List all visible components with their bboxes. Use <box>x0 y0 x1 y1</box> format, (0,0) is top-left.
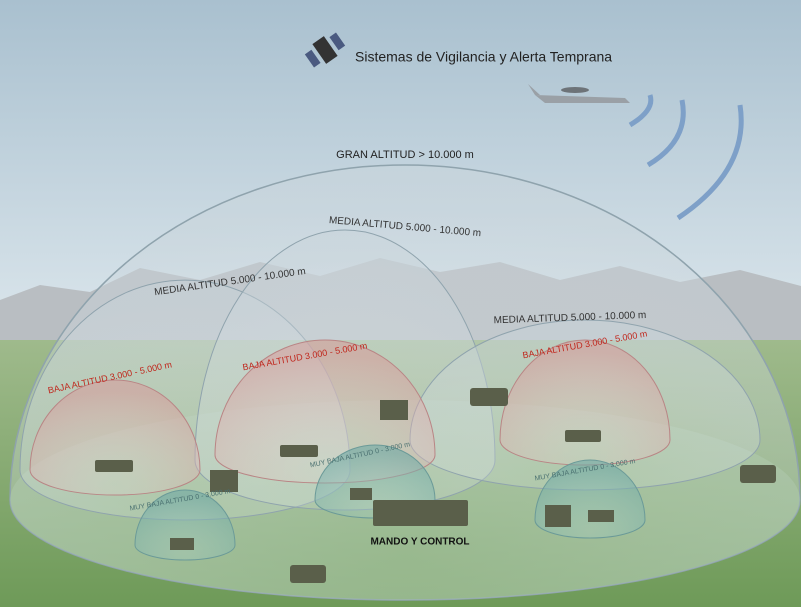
radio-waves <box>628 94 744 221</box>
satellite-icon <box>304 32 346 68</box>
command-label: MANDO Y CONTROL <box>370 537 469 548</box>
low-dome <box>29 379 201 496</box>
low-dome <box>499 339 671 466</box>
zone-label: GRAN ALTITUD > 10.000 m <box>336 149 474 161</box>
very-low-dome <box>134 489 236 561</box>
zone-label: MEDIA ALTITUD 5.000 - 10.000 m <box>494 310 647 326</box>
title: Sistemas de Vigilancia y Alerta Temprana <box>355 49 612 65</box>
awacs-plane <box>528 84 630 103</box>
vehicles <box>95 388 776 583</box>
